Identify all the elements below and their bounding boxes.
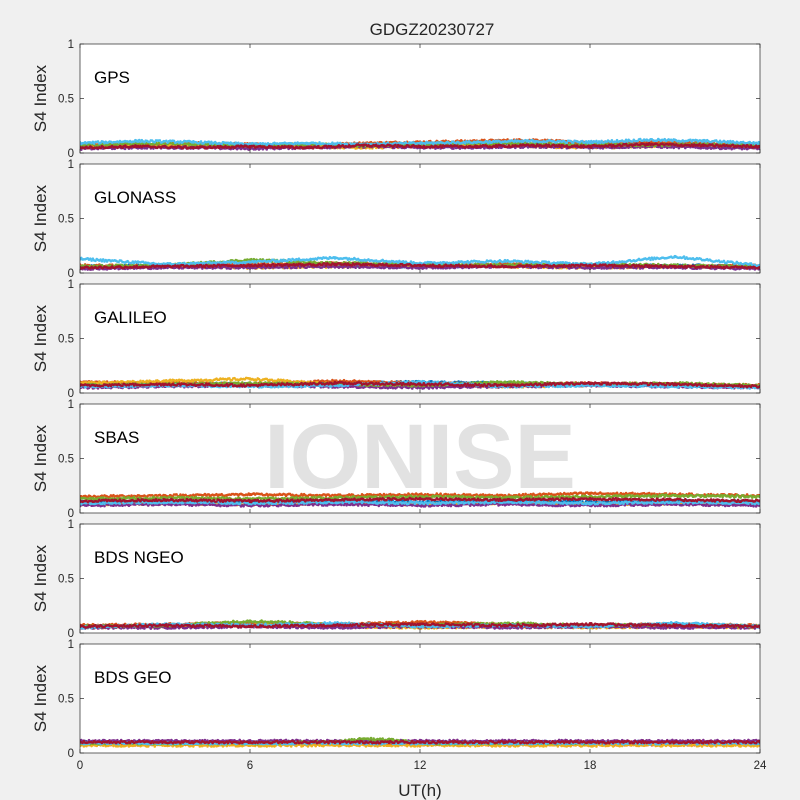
data-point	[623, 140, 627, 144]
data-point	[440, 146, 444, 149]
plot-area	[80, 44, 760, 153]
data-point	[80, 148, 83, 151]
data-points	[80, 137, 760, 151]
data-point	[626, 140, 629, 143]
data-point	[91, 140, 95, 144]
data-point	[172, 139, 176, 143]
data-point	[252, 144, 256, 148]
y-tick-label: 0	[68, 148, 74, 160]
data-point	[749, 144, 753, 147]
y-tick-label: 1	[68, 39, 74, 51]
data-point	[610, 139, 614, 142]
data-point	[452, 147, 455, 150]
data-point	[207, 140, 211, 143]
data-point	[251, 141, 254, 145]
plot-area	[80, 164, 760, 273]
data-point	[589, 139, 593, 143]
data-point	[698, 142, 701, 146]
chart-title: GDGZ20230727	[370, 20, 495, 39]
data-point	[595, 139, 598, 143]
data-point	[599, 141, 602, 145]
panel-label: GPS	[94, 68, 130, 87]
data-point	[331, 141, 334, 144]
data-point	[757, 144, 760, 148]
data-point	[394, 143, 397, 147]
data-point	[96, 140, 100, 143]
data-point	[184, 145, 187, 148]
data-point	[589, 146, 593, 149]
data-point	[463, 141, 467, 145]
data-point	[439, 144, 442, 147]
data-point	[489, 143, 493, 146]
data-point	[316, 142, 320, 146]
data-point	[423, 142, 427, 146]
y-tick-label: 0.5	[58, 94, 74, 106]
data-point	[199, 140, 203, 143]
data-point	[677, 146, 681, 150]
data-point	[624, 138, 628, 142]
series-7	[80, 141, 760, 150]
data-point	[164, 139, 168, 143]
data-point	[374, 143, 378, 146]
data-point	[123, 147, 127, 151]
data-point	[557, 143, 561, 147]
data-point	[99, 146, 102, 150]
data-point	[137, 138, 141, 142]
data-point	[731, 143, 735, 147]
data-point	[217, 146, 221, 150]
data-point	[565, 141, 569, 144]
series-6	[80, 137, 760, 147]
data-point	[588, 141, 592, 145]
data-point	[318, 141, 321, 144]
panel-gps: 0 0.5 1 GPS S4 Index	[31, 39, 761, 160]
data-point	[395, 145, 399, 149]
data-points	[80, 254, 760, 271]
data-point	[158, 139, 162, 142]
data-point	[757, 140, 760, 144]
data-point	[210, 140, 213, 144]
data-point	[338, 141, 342, 145]
y-axis-label: S4 Index	[31, 64, 50, 132]
